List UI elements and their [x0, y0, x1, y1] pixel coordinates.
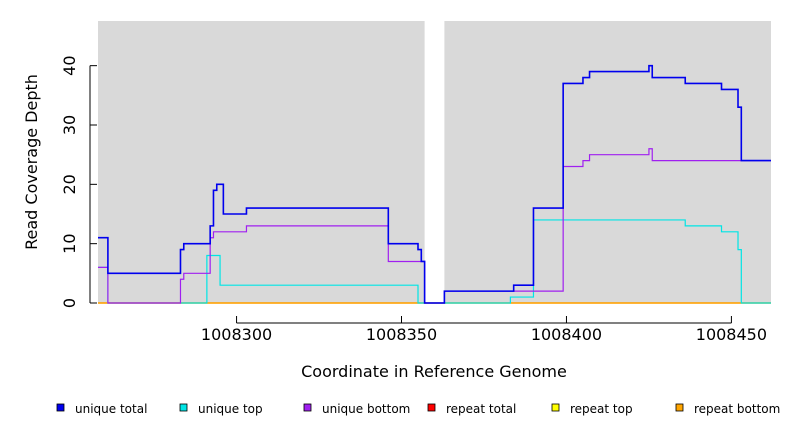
legend-label-unique-top: unique top	[198, 402, 263, 416]
x-axis-title: Coordinate in Reference Genome	[301, 362, 567, 381]
legend-swatch-repeat-top	[551, 403, 560, 412]
x-tick-label: 1008300	[201, 325, 272, 344]
legend-label-unique-total: unique total	[75, 402, 147, 416]
series-line-unique-total	[98, 64, 771, 304]
series-layer	[98, 64, 771, 304]
legend-swatch-repeat-total	[427, 403, 436, 412]
legend-swatch-unique-total	[56, 403, 65, 412]
legend-label-repeat-top: repeat top	[570, 402, 633, 416]
y-axis: 0 10 20 30 40	[60, 55, 97, 308]
series-line-unique-bottom	[98, 148, 771, 304]
legend: unique total unique top unique bottom repea…	[56, 402, 780, 416]
legend-label-repeat-bottom: repeat bottom	[694, 402, 780, 416]
y-tick-label: 0	[60, 298, 79, 308]
y-tick-label: 40	[60, 55, 79, 75]
legend-label-unique-bottom: unique bottom	[322, 402, 410, 416]
legend-swatch-unique-top	[179, 403, 188, 412]
legend-label-repeat-total: repeat total	[446, 402, 516, 416]
coverage-gap	[424, 21, 445, 303]
x-axis: 1008300 1008350 1008400 1008450	[201, 316, 767, 344]
x-tick-label: 1008400	[531, 325, 602, 344]
legend-swatch-unique-bottom	[303, 403, 312, 412]
x-tick-label: 1008350	[366, 325, 437, 344]
y-tick-label: 30	[60, 115, 79, 135]
x-tick-label: 1008450	[696, 325, 767, 344]
legend-swatch-repeat-bottom	[675, 403, 684, 412]
y-tick-label: 10	[60, 233, 79, 253]
series-line-unique-top	[98, 219, 771, 304]
y-axis-title: Read Coverage Depth	[22, 74, 41, 250]
y-tick-label: 20	[60, 174, 79, 194]
